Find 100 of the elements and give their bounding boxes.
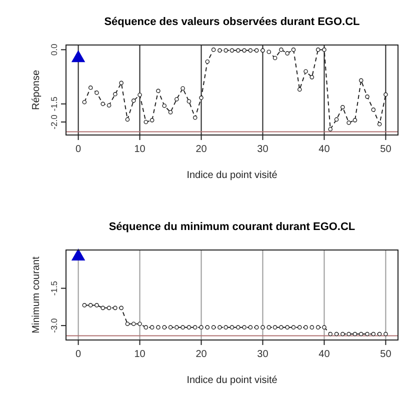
point [100, 306, 106, 310]
chart-title: Séquence des valeurs observées durant EGO.CL [104, 16, 360, 28]
point [322, 48, 326, 52]
x-tick-label: 40 [318, 349, 330, 360]
y-tick-label: 0.0 [49, 44, 59, 56]
point [174, 97, 179, 102]
point [186, 325, 192, 330]
point [230, 48, 234, 53]
point [272, 56, 278, 60]
point [285, 325, 290, 330]
point [358, 332, 364, 336]
x-tick-label: 20 [196, 144, 208, 155]
point [106, 103, 112, 108]
point [211, 48, 216, 52]
point [113, 92, 118, 96]
point [242, 48, 246, 53]
x-tick-label: 40 [318, 144, 330, 155]
point [138, 322, 142, 326]
y-tick-label: -1.5 [49, 96, 59, 112]
x-tick-label: 50 [380, 144, 392, 155]
point [150, 118, 154, 122]
point [150, 325, 154, 330]
chart-title: Séquence du minimum courant durant EGO.CL [108, 221, 356, 233]
point [272, 325, 278, 330]
x-tick-label: 10 [134, 349, 146, 360]
point [352, 332, 358, 336]
point [346, 120, 351, 125]
point [316, 48, 320, 52]
point [131, 322, 136, 326]
point [138, 92, 142, 98]
point [334, 332, 339, 336]
x-tick-label: 0 [76, 144, 82, 155]
x-tick-label: 10 [134, 144, 146, 155]
point [242, 325, 246, 330]
point [248, 48, 253, 53]
point [199, 325, 204, 330]
x-tick-label: 50 [380, 349, 392, 360]
point [310, 325, 314, 330]
point [371, 108, 376, 112]
point [162, 325, 167, 330]
point [113, 306, 118, 310]
point [328, 127, 333, 132]
point [352, 118, 358, 122]
point [174, 325, 179, 330]
point [358, 78, 364, 83]
point [205, 59, 210, 64]
x-tick-label: 0 [76, 349, 82, 360]
point [248, 325, 253, 330]
point [82, 303, 87, 308]
point [236, 325, 240, 330]
point [260, 325, 265, 330]
point [180, 86, 185, 91]
point [205, 325, 210, 330]
point [365, 332, 370, 336]
point [377, 332, 382, 336]
point [94, 303, 99, 308]
point [211, 325, 216, 330]
point [218, 48, 222, 53]
point [82, 100, 87, 104]
point [304, 69, 308, 74]
x-tick-label: 30 [257, 349, 269, 360]
point [377, 122, 382, 126]
point [291, 48, 296, 52]
point [230, 325, 234, 330]
point [384, 332, 388, 336]
point [186, 99, 192, 104]
point [328, 332, 333, 336]
point [72, 248, 85, 260]
point [340, 105, 345, 110]
point [192, 116, 198, 120]
point [279, 325, 284, 330]
point [291, 325, 296, 330]
point [279, 48, 284, 52]
point [224, 325, 228, 330]
point [384, 92, 388, 97]
point [316, 325, 320, 330]
point [346, 332, 351, 336]
y-axis-title: Minimum courant [31, 256, 42, 334]
point [371, 332, 376, 336]
y-tick-label: -3.0 [49, 318, 59, 333]
point [156, 88, 160, 94]
point [168, 110, 173, 114]
point [254, 325, 259, 330]
point [119, 306, 124, 310]
point [266, 50, 272, 54]
point [72, 50, 85, 62]
point [125, 322, 130, 326]
point [297, 325, 302, 330]
point [297, 87, 302, 92]
point [340, 332, 345, 336]
point [94, 90, 99, 95]
point [310, 75, 314, 80]
y-tick-label: -2.0 [49, 114, 59, 130]
point [365, 94, 370, 99]
point [266, 325, 272, 330]
point [88, 303, 93, 308]
y-tick-label: -1.5 [49, 280, 59, 296]
point [334, 117, 339, 122]
x-axis-title: Indice du point visité [186, 375, 278, 386]
point [119, 80, 124, 86]
